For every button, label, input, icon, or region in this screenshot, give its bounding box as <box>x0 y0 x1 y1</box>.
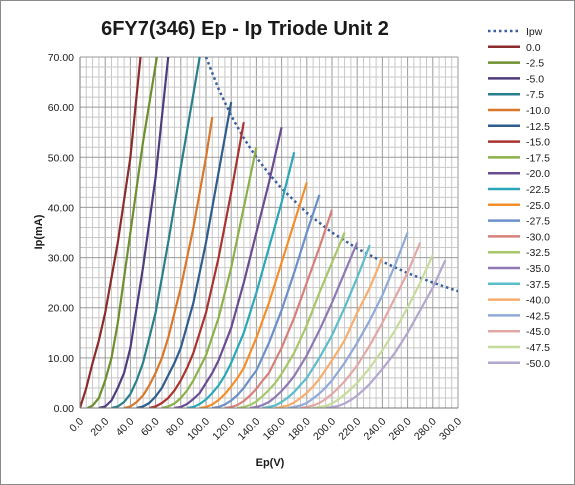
series-line-grid--47.5 <box>312 254 434 408</box>
series-line-grid--32.5 <box>237 232 346 408</box>
series-line-grid--20.0 <box>174 126 283 408</box>
legend-label: -25.0 <box>526 200 550 212</box>
legend-label: -20.0 <box>526 168 550 180</box>
series-line-grid--22.5 <box>186 152 296 408</box>
y-tick-label: 10.00 <box>48 353 74 365</box>
series-line-grid--25.0 <box>199 182 308 408</box>
series-line-grid--12.5 <box>136 101 233 408</box>
y-tick-label: 70.00 <box>48 52 74 64</box>
series-line-grid--37.5 <box>262 244 371 408</box>
series-line-ipw <box>204 57 458 293</box>
series-line-grid--30.0 <box>224 209 334 408</box>
legend-label: -50.0 <box>526 358 550 370</box>
legend-label: 0.0 <box>526 42 541 54</box>
legend-label: -30.0 <box>526 231 550 243</box>
legend-label: -2.5 <box>526 58 544 70</box>
series-lines <box>80 57 458 408</box>
legend-label: -10.0 <box>526 105 550 117</box>
grid-lines <box>79 56 459 409</box>
legend-label: -37.5 <box>526 279 550 291</box>
series-line-grid--5.0 <box>98 57 170 408</box>
y-tick-label: 0.00 <box>54 403 75 415</box>
chart-title: 6FY7(346) Ep - Ip Triode Unit 2 <box>101 18 389 40</box>
y-tick-label: 20.00 <box>48 303 74 315</box>
series-line-grid--15.0 <box>149 122 245 408</box>
series-line-grid-0.0 <box>80 57 142 408</box>
y-axis-label: Ip(mA) <box>33 214 45 249</box>
legend-label: -5.0 <box>526 73 544 85</box>
legend-label: Ipw <box>526 26 543 38</box>
series-line-grid--10.0 <box>123 117 214 408</box>
series-line-grid--7.5 <box>111 57 201 408</box>
legend: Ipw 0.0 -2.5 -5.0 -7.5 -10.0 -12.5 -15.0 -17.5 -2… <box>488 26 550 370</box>
legend-label: -7.5 <box>526 89 544 101</box>
y-tick-label: 50.00 <box>48 152 74 164</box>
legend-label: -17.5 <box>526 152 550 164</box>
y-tick-label: 40.00 <box>48 202 74 214</box>
legend-label: -45.0 <box>526 326 550 338</box>
series-line-grid--45.0 <box>300 242 422 408</box>
legend-label: -22.5 <box>526 184 550 196</box>
series-line-grid--2.5 <box>87 57 158 408</box>
legend-label: -15.0 <box>526 137 550 149</box>
y-tick-label: 30.00 <box>48 253 74 265</box>
series-line-grid--17.5 <box>161 147 258 408</box>
series-line-grid--35.0 <box>249 242 359 408</box>
series-line-grid--40.0 <box>275 257 384 408</box>
legend-label: -27.5 <box>526 216 550 228</box>
legend-label: -47.5 <box>526 342 550 354</box>
y-tick-label: 60.00 <box>48 102 74 114</box>
series-line-grid--50.0 <box>325 259 447 408</box>
series-line-grid--42.5 <box>287 232 409 408</box>
legend-label: -42.5 <box>526 310 550 322</box>
legend-label: -40.0 <box>526 295 550 307</box>
legend-label: -12.5 <box>526 121 550 133</box>
series-line-grid--27.5 <box>212 194 321 408</box>
x-axis-label: Ep(V) <box>256 457 285 469</box>
legend-label: -32.5 <box>526 247 550 259</box>
legend-label: -35.0 <box>526 263 550 275</box>
